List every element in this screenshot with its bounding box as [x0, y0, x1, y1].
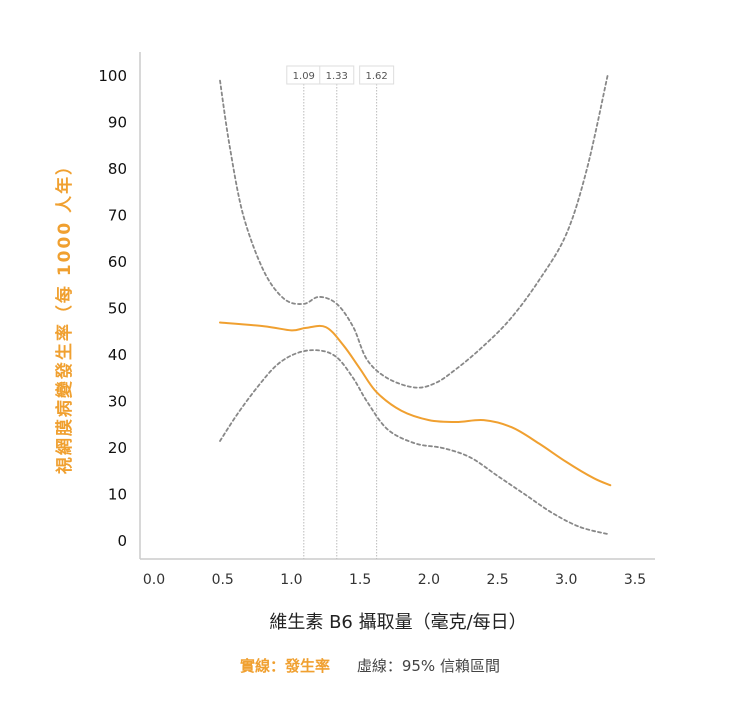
y-tick-label: 50	[108, 300, 127, 318]
y-tick-label: 0	[117, 532, 127, 550]
ci-upper-line	[219, 75, 609, 389]
x-tick-label: 0.5	[212, 572, 234, 588]
legend-dashed-line: 虛線：95% 信賴區間	[356, 657, 500, 675]
reference-label: 1.09	[293, 71, 315, 82]
y-tick-label: 30	[108, 393, 127, 411]
x-tick-label: 3.5	[624, 572, 646, 588]
chart: 0 10 20 30 40 50 60 70 80 90 100 0.0 0.5 1.0 1.5 2.0 2.5…	[54, 52, 655, 633]
y-tick-label: 60	[108, 253, 127, 271]
y-tick-label: 10	[108, 486, 127, 504]
x-tick-label: 3.0	[555, 572, 577, 588]
y-tick-label: 70	[108, 207, 127, 225]
y-tick-label: 20	[108, 439, 127, 457]
ci-lower-line	[219, 349, 609, 535]
y-tick-label: 90	[108, 114, 127, 132]
x-axis-label: 維生素 B6 攝取量（毫克/每日）	[269, 612, 526, 633]
incidence-line	[219, 321, 612, 487]
legend-solid-line: 實線：發生率	[240, 657, 331, 675]
y-tick-label: 100	[98, 67, 127, 85]
y-tick-label: 40	[108, 346, 127, 364]
reference-label-box	[359, 65, 395, 85]
x-tick-label: 1.0	[280, 572, 302, 588]
y-tick-label: 80	[108, 160, 127, 178]
series-group	[219, 75, 612, 535]
x-tick-label: 2.5	[486, 572, 508, 588]
reference-label: 1.33	[326, 71, 348, 82]
axes: 0 10 20 30 40 50 60 70 80 90 100 0.0 0.5 1.0 1.5 2.0 2.5…	[98, 52, 655, 588]
x-tick-label: 0.0	[143, 572, 165, 588]
x-tick-label: 1.5	[349, 572, 371, 588]
x-tick-label: 2.0	[418, 572, 440, 588]
reference-lines: 1.09 1.33 1.62	[286, 65, 395, 559]
legend: 實線：發生率 虛線：95% 信賴區間	[0, 655, 740, 676]
y-axis-label: 視網膜病變發生率（每 1000 人年）	[54, 156, 75, 475]
reference-label-box	[319, 65, 355, 85]
reference-label: 1.62	[366, 71, 388, 82]
